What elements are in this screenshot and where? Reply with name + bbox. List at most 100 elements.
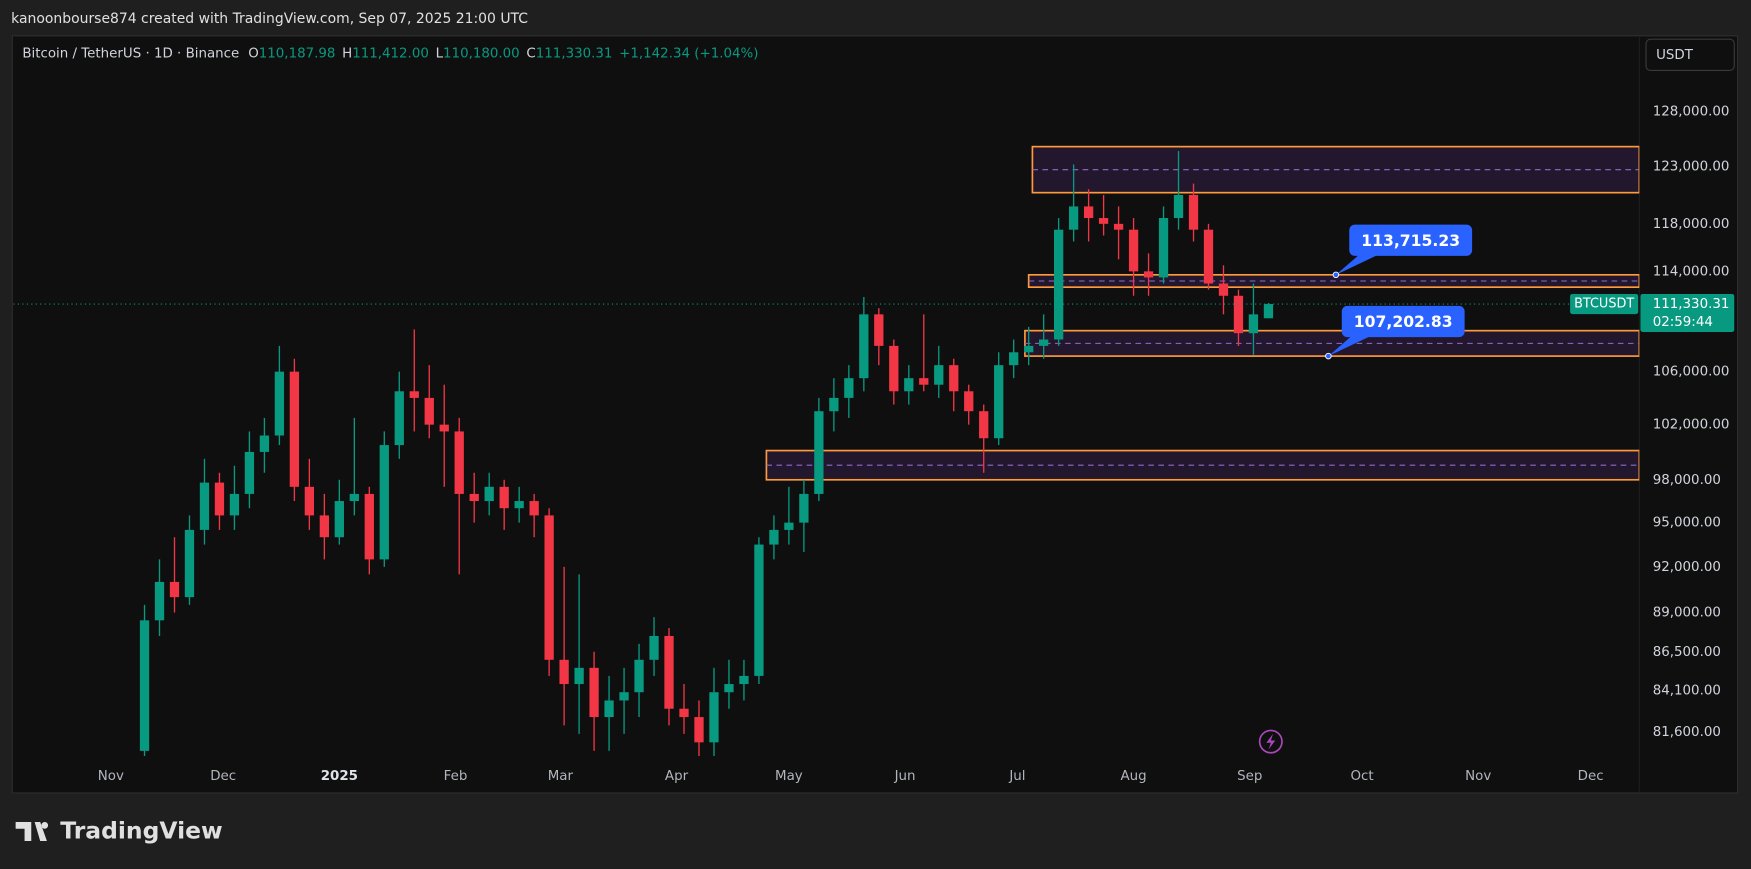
alert-icon[interactable]	[1258, 729, 1283, 754]
candle-body	[979, 411, 989, 439]
candle-body	[289, 371, 300, 487]
plot-area	[13, 145, 1640, 757]
y-tick-label: 128,000.00	[1653, 105, 1730, 120]
ohlc-value: 110,180.00	[443, 47, 520, 62]
x-tick-label: Oct	[1351, 769, 1374, 784]
candle-body	[199, 482, 210, 530]
brand-name: TradingView	[60, 817, 222, 845]
ohlc-value: 110,187.98	[259, 47, 336, 62]
candle-body	[139, 620, 150, 751]
y-tick-label: 84,100.00	[1653, 684, 1721, 699]
candle-body	[739, 675, 749, 685]
candle-body	[604, 700, 614, 718]
candle-body	[424, 397, 434, 425]
candle-body	[319, 515, 329, 538]
candle-body	[214, 482, 225, 516]
currency-button[interactable]	[1645, 38, 1735, 72]
candle-body	[934, 365, 944, 385]
candle-body	[589, 667, 599, 718]
symbol-tag-label: BTCUSDT	[1574, 297, 1634, 312]
candle-body	[439, 424, 449, 432]
candle-body	[619, 692, 629, 701]
candle-body	[364, 493, 374, 560]
candle-body	[529, 501, 539, 516]
ohlc-key: H	[342, 47, 352, 62]
candle-body	[349, 493, 359, 502]
callout-box	[1341, 305, 1465, 338]
candle-body	[1113, 223, 1124, 230]
candle-body	[784, 522, 794, 530]
alert-bolt	[1266, 733, 1276, 750]
candle-body	[454, 431, 464, 494]
change: +1,142.34 (+1.04%)	[619, 47, 758, 62]
candle-body	[874, 314, 884, 346]
candle-body	[829, 397, 839, 412]
last-price-box	[1640, 293, 1735, 332]
brand-logo: TradingView	[15, 817, 223, 845]
candle-body	[859, 314, 869, 379]
x-tick-label: Nov	[98, 769, 124, 784]
candle-body	[1158, 218, 1169, 278]
callout-anchor	[1325, 352, 1332, 360]
brand-mark	[15, 821, 49, 841]
candle-body	[634, 659, 644, 693]
symbol: Bitcoin / TetherUS · 1D · Binance	[22, 47, 239, 62]
candle-body	[304, 486, 315, 516]
candle-body	[994, 365, 1004, 439]
symbol-tag	[1570, 293, 1639, 315]
candle-body	[274, 371, 285, 436]
x-tick-label: Nov	[1465, 769, 1491, 784]
candle-body	[334, 501, 344, 538]
callout-box	[1349, 224, 1473, 256]
candle-body	[709, 692, 719, 743]
ohlc-key: C	[526, 47, 535, 62]
candle-body	[184, 529, 195, 598]
candle-body	[694, 717, 704, 743]
candle-body	[1143, 271, 1154, 278]
candle-body	[919, 378, 929, 385]
candle-body	[169, 581, 180, 598]
x-tick-label: Jun	[894, 769, 916, 784]
y-tick-label: 106,000.00	[1653, 365, 1730, 380]
ohlc-key: O	[248, 47, 259, 62]
candle-body	[799, 493, 809, 523]
y-tick-label: 81,600.00	[1653, 725, 1721, 740]
ohlc-key: L	[436, 47, 444, 62]
alert-circle	[1258, 729, 1283, 754]
overlay: 128,000.00 123,000.00 118,000.00 114,000.00…	[98, 105, 1735, 784]
y-tick-label: 102,000.00	[1653, 418, 1730, 433]
candle-body	[1233, 295, 1244, 334]
candle-body	[1173, 194, 1184, 219]
candle-body	[724, 684, 734, 693]
candle-body	[379, 445, 389, 560]
candle-body	[1203, 229, 1214, 284]
candle-body	[964, 391, 974, 412]
y-tick-label: 92,000.00	[1653, 560, 1721, 575]
candle-body	[244, 451, 255, 494]
candle-body	[484, 486, 494, 502]
candle-body	[889, 345, 899, 392]
candle-body	[574, 667, 584, 685]
candle-body	[904, 378, 914, 392]
candle-body	[1068, 206, 1079, 230]
candle-body	[1083, 206, 1094, 219]
symbol-legend: Bitcoin / TetherUS · 1D · Binance O110,18…	[22, 47, 758, 62]
x-tick-label: May	[775, 769, 803, 784]
callout-anchor	[1332, 271, 1340, 279]
candle-body	[949, 365, 959, 392]
candle-body	[514, 501, 524, 509]
x-tick-label: Mar	[548, 769, 574, 784]
candle-body	[1024, 345, 1034, 353]
candle-body	[649, 635, 659, 660]
candle-body	[1188, 194, 1199, 230]
candle-body	[409, 391, 419, 398]
candle-body	[679, 708, 689, 718]
candle-body	[754, 544, 764, 676]
y-tick-label: 118,000.00	[1653, 217, 1730, 232]
candle-body	[559, 659, 569, 685]
chart-panel	[11, 35, 1739, 794]
candle-body	[1009, 352, 1019, 366]
y-tick-label: 114,000.00	[1653, 264, 1730, 279]
candle-body	[1098, 218, 1109, 224]
